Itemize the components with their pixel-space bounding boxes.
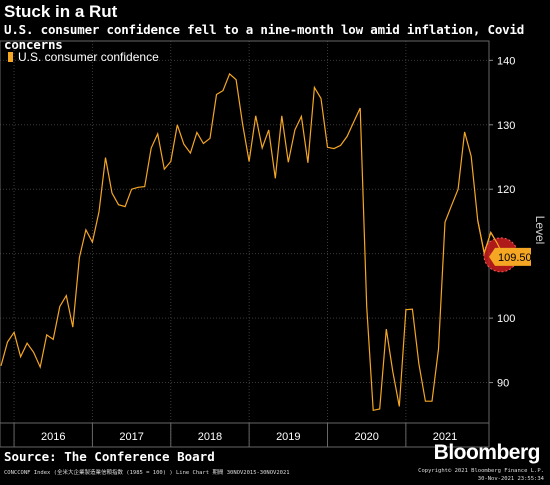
latest-value-highlight: 109.50 [477, 220, 532, 273]
y-tick-label: 100 [497, 313, 515, 325]
copyright-text: Copyright© 2021 Bloomberg Finance L.P. [418, 468, 544, 474]
bloomberg-logo: Bloomberg [433, 441, 541, 464]
last-value-label: 109.50 [498, 252, 532, 264]
y-tick-label: 120 [497, 184, 515, 196]
x-tick-label: 2019 [276, 431, 300, 443]
legend-swatch [8, 52, 13, 62]
series-line-consumer-confidence [0, 72, 505, 412]
y-tick-label: 130 [497, 120, 515, 132]
x-tick-label: 2017 [119, 431, 143, 443]
x-tick-label: 2020 [354, 431, 378, 443]
y-tick-label: 90 [497, 378, 509, 390]
timestamp-text: 30-Nov-2021 23:55:34 [477, 476, 544, 482]
x-axis: 2016 2017 2018 2019 2020 2021 [0, 422, 489, 447]
x-tick-label: 2021 [433, 431, 457, 443]
legend: U.S. consumer confidence [8, 50, 159, 64]
y-tick-label: 140 [497, 55, 515, 67]
x-tick-label: 2016 [41, 431, 65, 443]
source-note: Source: The Conference Board [4, 449, 215, 464]
chart-title: Stuck in a Rut [4, 2, 118, 21]
x-tick-label: 2018 [198, 431, 222, 443]
legend-label: U.S. consumer confidence [18, 50, 159, 64]
y-axis-label: Level [533, 216, 547, 245]
y-axis: 90100110120130140 [489, 55, 515, 390]
grid-lines [0, 41, 489, 447]
ticker-description: CONCCONF Index (全米大企業製造業信頼指数 (1985 = 100… [4, 470, 290, 476]
copyright-block: Copyright© 2021 Bloomberg Finance L.P. 3… [418, 467, 544, 483]
last-value-tag [489, 247, 531, 266]
plot-frame [0, 40, 490, 448]
